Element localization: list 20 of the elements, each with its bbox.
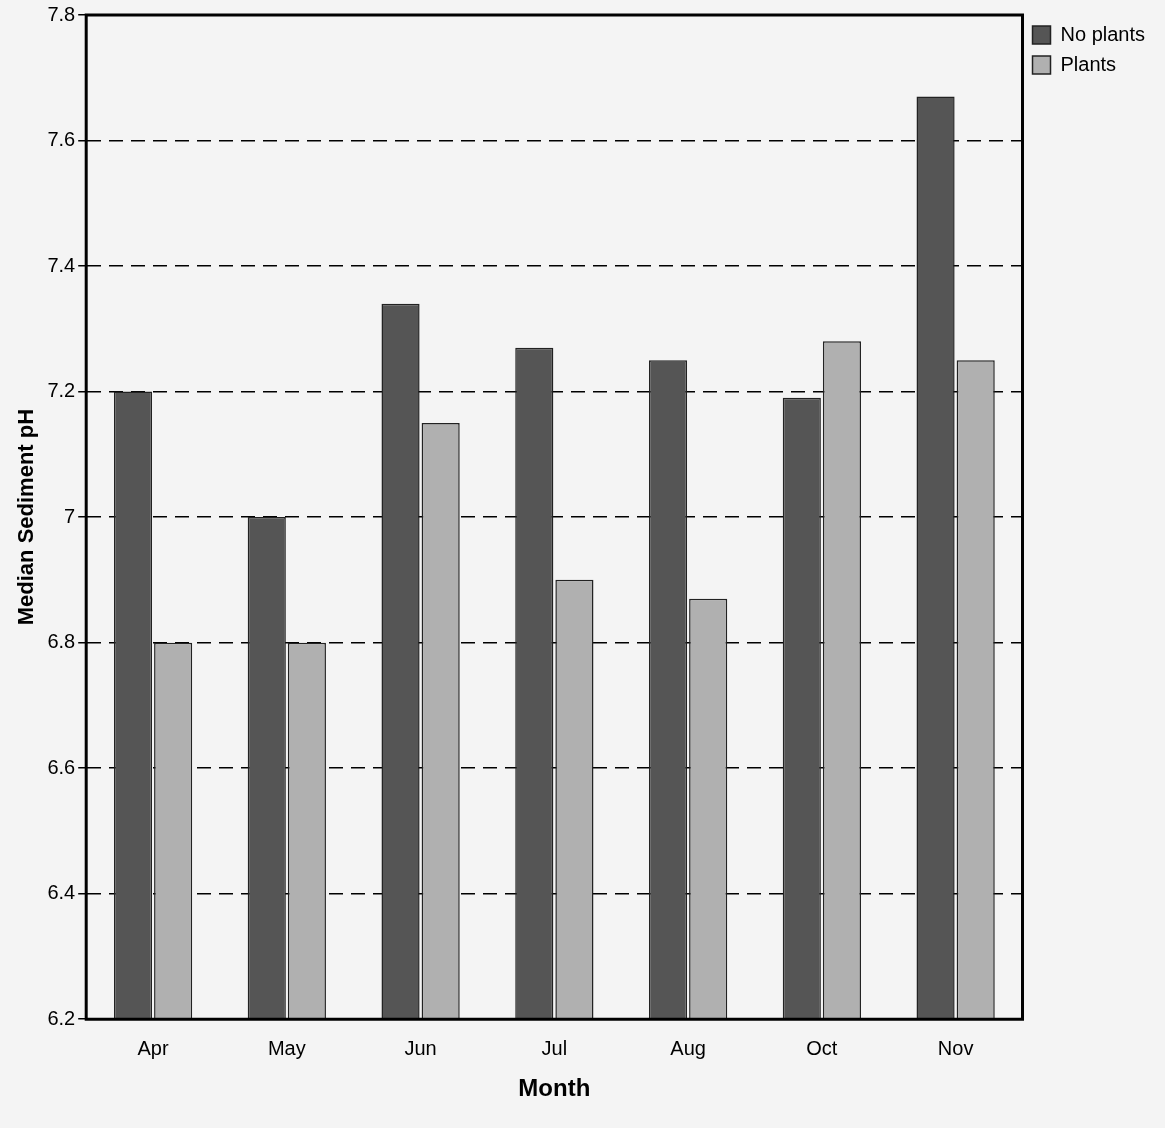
x-axis-title: Month [518, 1074, 591, 1102]
y-tick-label: 6.8 [47, 630, 76, 653]
y-tick-label: 6.4 [47, 881, 76, 904]
y-tick-label: 7.6 [47, 128, 76, 151]
legend-label: Plants [1060, 52, 1117, 75]
legend-label: No plants [1060, 22, 1146, 45]
x-tick-label: Jul [541, 1036, 568, 1059]
x-tick-label: Oct [806, 1036, 838, 1059]
y-tick-label: 7.4 [47, 253, 76, 276]
y-axis-title: Median Sediment pH [13, 408, 39, 626]
x-tick-label: Jun [404, 1036, 437, 1059]
x-tick-label: Apr [137, 1036, 169, 1059]
y-tick-label: 7.2 [47, 379, 76, 402]
x-tick-label: Aug [670, 1036, 706, 1059]
x-tick-label: May [267, 1036, 306, 1059]
x-tick-label: Nov [937, 1036, 974, 1059]
y-tick-label: 6.2 [47, 1006, 76, 1029]
y-tick-label: 7.8 [47, 2, 76, 25]
y-tick-label: 7 [64, 504, 76, 527]
y-tick-label: 6.6 [47, 755, 76, 778]
